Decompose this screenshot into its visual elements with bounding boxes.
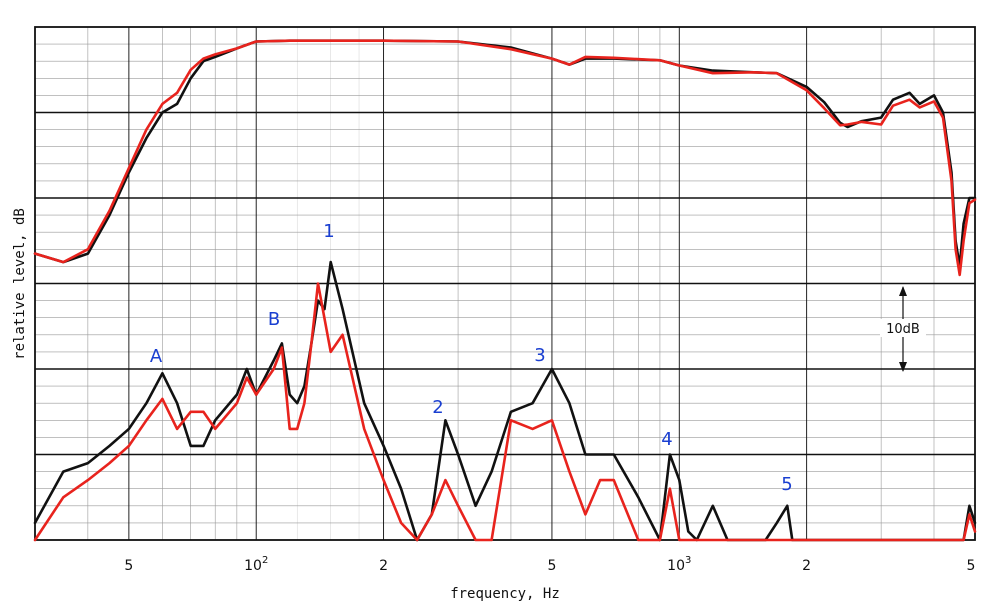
plot-frame: [34, 26, 976, 541]
scale-marker-arrow-down-icon: [899, 362, 907, 372]
scale-marker-arrow-up-icon: [899, 286, 907, 296]
lower-trace-red: [33, 282, 977, 542]
x-tick-labels: 5 102 2 5 103 2 5: [124, 555, 975, 574]
peak-label-1: 1: [323, 221, 334, 242]
x-tick-label: 5: [124, 558, 133, 574]
peak-label-3: 3: [534, 345, 545, 366]
x-tick-label: 5: [547, 558, 556, 574]
scale-marker-label: 10dB: [886, 322, 920, 337]
x-tick-label: 5: [967, 558, 976, 574]
x-tick-label: 2: [379, 558, 388, 574]
traces: [33, 39, 977, 542]
plot-border: [34, 26, 976, 541]
x-tick-label: 102: [244, 555, 268, 574]
x-tick-label: 2: [802, 558, 811, 574]
peak-label-b: B: [268, 309, 280, 330]
x-tick-label: 103: [667, 555, 691, 574]
y-axis-title: relative level, dB: [12, 208, 28, 360]
peak-label-4: 4: [661, 429, 672, 450]
peak-labels: A B 1 2 3 4 5: [150, 221, 793, 495]
peak-label-5: 5: [781, 474, 792, 495]
peak-label-2: 2: [432, 397, 443, 418]
lower-trace-black: [33, 260, 977, 542]
upper-trace-black: [33, 39, 977, 268]
peak-label-a: A: [150, 346, 163, 367]
x-tick-exponent: 2: [262, 555, 268, 566]
x-axis-title: frequency, Hz: [450, 586, 560, 602]
scale-marker-bg: [880, 319, 926, 337]
scale-marker: 10dB: [880, 286, 926, 372]
x-tick-exponent: 3: [685, 555, 691, 566]
upper-trace-red: [33, 39, 977, 277]
